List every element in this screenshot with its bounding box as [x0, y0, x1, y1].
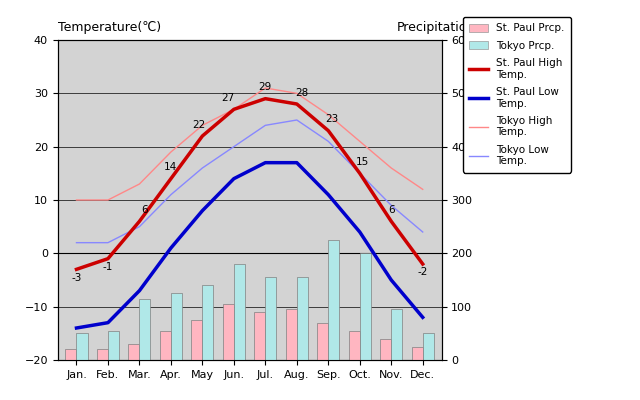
Text: 28: 28: [295, 88, 308, 98]
Text: 23: 23: [325, 114, 338, 124]
Bar: [286, 309, 297, 360]
Bar: [202, 285, 213, 360]
Bar: [360, 253, 371, 360]
Text: 14: 14: [164, 162, 177, 172]
Text: Precipitation（mm）: Precipitation（mm）: [397, 21, 515, 34]
Text: 22: 22: [193, 120, 206, 130]
Bar: [328, 240, 339, 360]
Bar: [391, 309, 403, 360]
Bar: [349, 331, 360, 360]
Bar: [223, 304, 234, 360]
Bar: [412, 347, 422, 360]
Bar: [108, 331, 119, 360]
Bar: [171, 293, 182, 360]
Bar: [422, 333, 434, 360]
Bar: [140, 299, 150, 360]
Bar: [97, 349, 108, 360]
Text: 6: 6: [388, 205, 394, 215]
Bar: [65, 349, 77, 360]
Bar: [129, 344, 140, 360]
Text: Temperature(℃): Temperature(℃): [58, 21, 161, 34]
Legend: St. Paul Prcp., Tokyo Prcp., St. Paul High
Temp., St. Paul Low
Temp., Tokyo High: St. Paul Prcp., Tokyo Prcp., St. Paul Hi…: [463, 17, 571, 172]
Bar: [234, 264, 245, 360]
Text: -3: -3: [71, 273, 82, 283]
Bar: [254, 312, 266, 360]
Text: -2: -2: [417, 267, 428, 277]
Bar: [380, 339, 391, 360]
Text: 27: 27: [221, 93, 234, 103]
Text: -1: -1: [103, 262, 113, 272]
Text: 6: 6: [141, 205, 147, 215]
Bar: [77, 333, 88, 360]
Bar: [266, 277, 276, 360]
Text: 15: 15: [356, 157, 369, 167]
Bar: [191, 320, 202, 360]
Bar: [160, 331, 171, 360]
Text: 29: 29: [259, 82, 272, 92]
Bar: [317, 323, 328, 360]
Bar: [297, 277, 308, 360]
